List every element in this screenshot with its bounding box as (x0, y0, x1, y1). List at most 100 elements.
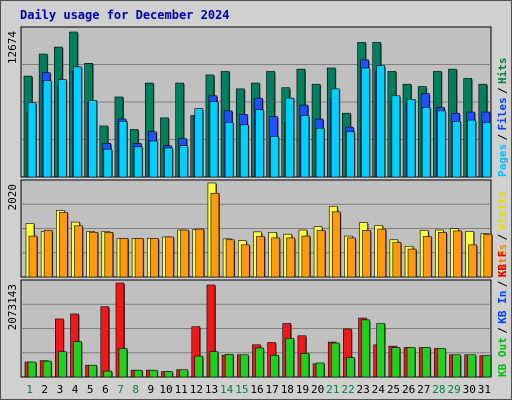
kbytes-panel-bar-kb-out-21 (330, 342, 340, 378)
x-tick-label-24: 24 (372, 383, 386, 396)
hits-panel-bar-pages-15 (239, 124, 249, 178)
x-tick-label-22: 22 (341, 383, 354, 396)
kbytes-panel-bar-kb-out-2 (42, 360, 52, 378)
kbytes-panel-bar-kb-out-17 (270, 354, 279, 378)
visits-panel-bar-sites-6 (104, 232, 114, 278)
hits-panel-bar-pages-11 (179, 145, 188, 178)
visits-panel-bar-sites-29 (453, 230, 462, 278)
visits-panel-bar-sites-20 (316, 230, 326, 278)
x-tick-label-17: 17 (266, 383, 279, 396)
visits-panel-bar-sites-5 (89, 232, 98, 278)
kbytes-panel-ymax-label: 2073143 (6, 284, 19, 330)
hits-panel-bar-pages-21 (330, 88, 340, 178)
kbytes-panel-bar-kb-out-1 (27, 361, 37, 378)
kbytes-panel-bar-kb-out-5 (88, 364, 97, 378)
hits-panel-bar-pages-3 (58, 79, 67, 178)
hits-panel-bar-pages-19 (300, 115, 310, 178)
x-tick-label-13: 13 (205, 383, 218, 396)
visits-panel-legend-sites: Sites (496, 244, 509, 277)
visits-panel-bar-sites-14 (225, 239, 235, 278)
kbytes-panel-bar-kb-out-29 (452, 354, 461, 378)
visits-panel-ymax-label: 2020 (6, 184, 19, 211)
visits-panel-legend-visits: Visits (496, 191, 509, 231)
x-tick-label-21: 21 (326, 383, 339, 396)
visits-panel-bar-sites-8 (134, 238, 144, 278)
visits-panel-bar-sites-3 (59, 212, 68, 278)
visits-panel-bar-sites-23 (362, 230, 371, 278)
hits-panel-bar-pages-12 (194, 108, 204, 178)
hits-panel-bar-pages-22 (346, 131, 355, 178)
kbytes-panel-bar-kb-out-28 (437, 348, 446, 378)
hits-panel-bar-pages-7 (118, 121, 128, 178)
visits-panel-bar-sites-22 (347, 237, 356, 278)
visits-panel-bar-sites-25 (392, 242, 402, 278)
kbytes-panel-legend-kb-f: KB F (496, 251, 509, 278)
kbytes-panel-bar-kb-out-20 (315, 362, 325, 378)
hits-panel-bar-pages-26 (406, 98, 416, 178)
x-tick-label-12: 12 (190, 383, 203, 396)
kbytes-panel-bar-kb-out-27 (421, 347, 431, 378)
kbytes-panel-bar-kb-out-16 (255, 347, 264, 378)
visits-panel-bar-sites-31 (483, 233, 493, 278)
x-tick-label-26: 26 (402, 383, 415, 396)
visits-panel-bar-sites-4 (74, 225, 83, 278)
x-tick-label-4: 4 (72, 383, 79, 396)
hits-panel-legend-pages: Pages (496, 144, 509, 177)
x-tick-label-28: 28 (432, 383, 445, 396)
hits-panel-bar-pages-8 (133, 146, 143, 178)
visits-panel-bar-sites-15 (240, 244, 250, 278)
x-tick-label-14: 14 (220, 383, 234, 396)
kbytes-panel-bar-kb-out-24 (376, 323, 386, 378)
hits-panel-legend-files: Files (496, 97, 509, 130)
kbytes-panel-bar-kb-out-4 (73, 341, 82, 378)
hits-panel-bar-pages-20 (315, 127, 325, 178)
kbytes-panel-bar-kb-out-23 (361, 319, 370, 378)
kbytes-panel-bar-kb-out-15 (239, 354, 249, 378)
kbytes-panel-bar-kb-out-3 (58, 351, 67, 378)
kbytes-panel-bar-kb-out-19 (300, 353, 310, 378)
kbytes-panel-bar-kb-out-6 (103, 370, 113, 378)
hits-panel-bar-pages-14 (224, 122, 234, 178)
x-tick-label-6: 6 (102, 383, 109, 396)
x-tick-label-1: 1 (26, 383, 33, 396)
hits-panel-bar-pages-27 (421, 107, 431, 178)
visits-panel-bar-sites-7 (119, 238, 129, 278)
kbytes-panel-bar-kb-out-8 (133, 369, 143, 378)
hits-panel-ymax-label: 12674 (6, 31, 19, 64)
hits-panel-bar-pages-24 (376, 65, 386, 178)
hits-panel-bar-pages-25 (391, 95, 401, 178)
x-tick-label-31: 31 (478, 383, 491, 396)
visits-panel-bar-sites-24 (377, 228, 387, 278)
hits-panel-legend-hits: Hits (496, 58, 509, 85)
visits-panel-bar-sites-1 (28, 235, 38, 278)
x-tick-label-10: 10 (159, 383, 172, 396)
visits-panel-bar-sites-19 (301, 235, 311, 278)
visits-panel-bar-sites-27 (422, 236, 432, 278)
visits-panel-bar-sites-12 (195, 228, 205, 278)
x-tick-label-9: 9 (148, 383, 155, 396)
hits-panel-bar-pages-29 (452, 121, 461, 178)
kbytes-panel-bar-kb-out-30 (467, 354, 476, 378)
hits-panel-legend-separator-1: / (496, 87, 509, 94)
hits-panel-bar-pages-31 (482, 122, 492, 178)
x-tick-label-7: 7 (117, 383, 124, 396)
visits-panel-bar-sites-9 (149, 238, 159, 278)
kbytes-panel-bar-kb-out-13 (209, 351, 219, 378)
hits-panel-bar-pages-30 (467, 119, 476, 178)
kbytes-panel-bar-kb-f-6 (100, 306, 110, 378)
kbytes-panel-bar-kb-out-7 (118, 348, 128, 378)
kbytes-panel-bar-kb-out-18 (285, 338, 295, 378)
kbytes-panel-legend-separator-0: / (496, 327, 509, 334)
kbytes-panel-bar-kb-out-11 (179, 369, 188, 378)
kbytes-panel-bar-kb-out-22 (346, 357, 355, 378)
hits-panel-bar-pages-2 (42, 80, 52, 178)
visits-panel-bar-sites-13 (210, 192, 220, 278)
hits-panel-bar-pages-13 (209, 101, 219, 178)
hits-panel-bar-pages-6 (103, 148, 113, 178)
hits-panel-bar-pages-9 (148, 140, 158, 178)
kbytes-panel-legend-kb-in: KB In (496, 291, 509, 324)
x-tick-label-15: 15 (235, 383, 248, 396)
kbytes-panel-bar-kb-out-31 (482, 355, 492, 378)
visits-panel-bar-sites-16 (256, 236, 265, 278)
